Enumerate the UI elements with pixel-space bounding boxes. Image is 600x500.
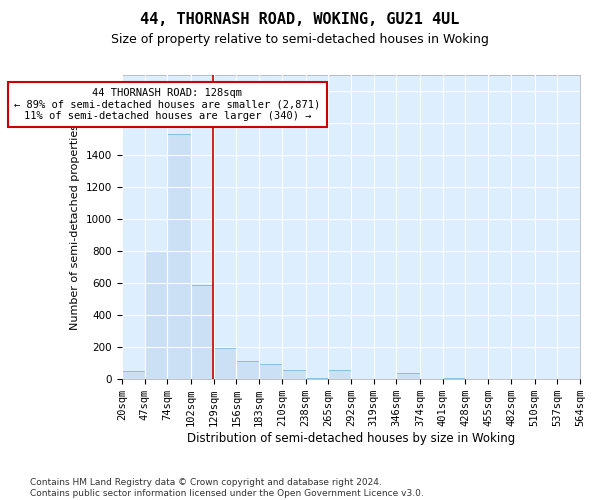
Text: 44, THORNASH ROAD, WOKING, GU21 4UL: 44, THORNASH ROAD, WOKING, GU21 4UL	[140, 12, 460, 28]
Bar	[214, 348, 236, 379]
Bar	[443, 378, 466, 379]
Bar	[282, 370, 305, 379]
Bar	[305, 378, 328, 379]
Text: Size of property relative to semi-detached houses in Woking: Size of property relative to semi-detach…	[111, 32, 489, 46]
Y-axis label: Number of semi-detached properties: Number of semi-detached properties	[70, 124, 80, 330]
Bar	[236, 361, 259, 379]
X-axis label: Distribution of semi-detached houses by size in Woking: Distribution of semi-detached houses by …	[187, 432, 515, 445]
Bar	[145, 251, 167, 379]
Bar	[122, 371, 145, 379]
Bar	[167, 134, 191, 379]
Bar	[191, 285, 214, 379]
Bar	[397, 373, 420, 379]
Bar	[259, 364, 282, 379]
Text: 44 THORNASH ROAD: 128sqm
← 89% of semi-detached houses are smaller (2,871)
11% o: 44 THORNASH ROAD: 128sqm ← 89% of semi-d…	[14, 88, 320, 121]
Bar	[328, 370, 351, 379]
Text: Contains HM Land Registry data © Crown copyright and database right 2024.
Contai: Contains HM Land Registry data © Crown c…	[30, 478, 424, 498]
